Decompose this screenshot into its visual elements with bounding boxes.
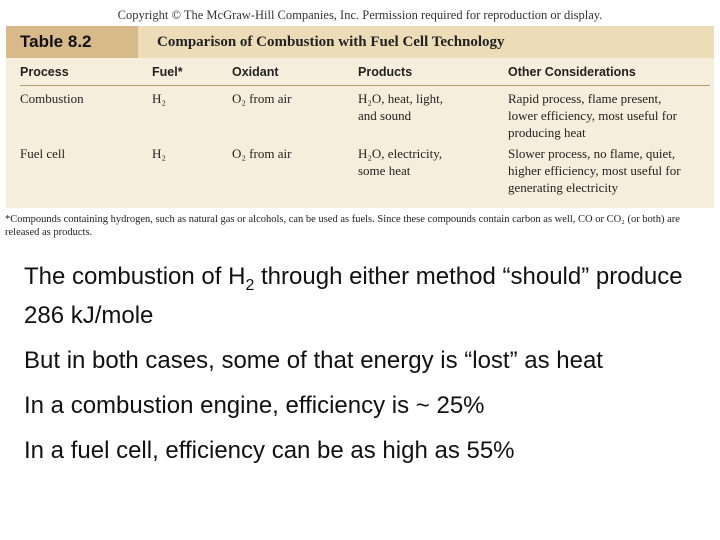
- cell-fuel: H₂: [152, 91, 166, 106]
- cell-oxidant: O₂ from air: [232, 146, 292, 161]
- cell-fuel: H₂: [152, 146, 166, 161]
- cell-products: H₂O, heat, light, and sound: [358, 91, 444, 123]
- cell-other-considerations: Rapid process, flame present, lower effi…: [508, 91, 677, 140]
- cell-products: H₂O, electricity, some heat: [358, 146, 443, 178]
- header-products: Products: [358, 65, 413, 79]
- bullet-item: In a combustion engine, efficiency is ~ …: [24, 391, 485, 419]
- table-title: Comparison of Combustion with Fuel Cell …: [157, 34, 505, 50]
- cell-oxidant: O₂ from air: [232, 91, 292, 106]
- bullet-text: through either method “should” produce 2…: [24, 263, 683, 329]
- bullet-item: The combustion of H2 through either meth…: [24, 262, 704, 331]
- copyright-notice: Copyright © The McGraw-Hill Companies, I…: [117, 8, 603, 22]
- bullet-text: The combustion of H: [24, 263, 246, 290]
- comparison-table: Process Fuel* Oxidant Products Other Con…: [20, 64, 710, 196]
- table-row: Fuel cell H₂ O₂ from air H₂O, electricit…: [20, 145, 710, 196]
- header-other-considerations: Other Considerations: [508, 65, 636, 79]
- cell-process: Fuel cell: [20, 146, 66, 161]
- bullet-item: But in both cases, some of that energy i…: [24, 346, 603, 374]
- table-header-row: Process Fuel* Oxidant Products Other Con…: [20, 64, 710, 86]
- header-fuel: Fuel*: [152, 65, 183, 79]
- table-label: Table 8.2: [6, 26, 138, 58]
- header-process: Process: [20, 65, 69, 79]
- subscript: 2: [245, 276, 255, 294]
- bullet-item: In a fuel cell, efficiency can be as hig…: [24, 436, 515, 464]
- table-row: Combustion H₂ O₂ from air H₂O, heat, lig…: [20, 90, 710, 141]
- table-footnote: *Compounds containing hydrogen, such as …: [5, 214, 680, 238]
- cell-process: Combustion: [20, 91, 84, 106]
- header-oxidant: Oxidant: [232, 65, 279, 79]
- bullet-list: The combustion of H2 through either meth…: [24, 262, 704, 481]
- cell-other-considerations: Slower process, no flame, quiet, higher …: [508, 146, 681, 195]
